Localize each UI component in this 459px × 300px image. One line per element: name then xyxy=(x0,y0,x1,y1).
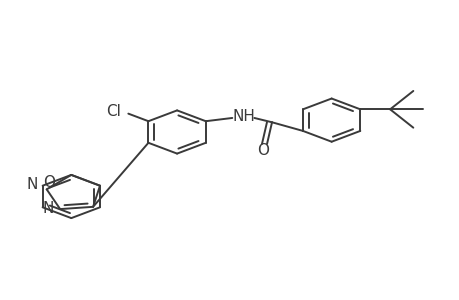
Text: O: O xyxy=(257,143,269,158)
Text: O: O xyxy=(43,175,55,190)
Text: N: N xyxy=(42,201,54,216)
Text: Cl: Cl xyxy=(106,104,121,119)
Text: N: N xyxy=(27,177,38,192)
Text: NH: NH xyxy=(232,109,255,124)
